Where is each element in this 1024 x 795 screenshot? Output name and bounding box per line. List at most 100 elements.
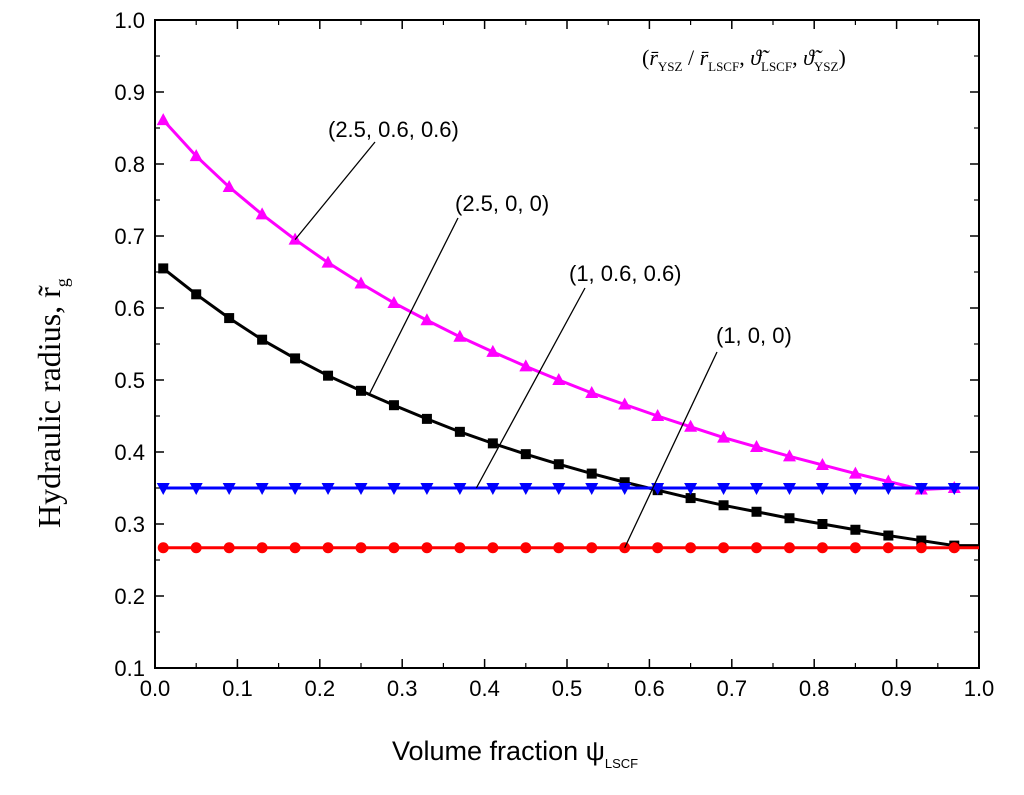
x-axis-label-sub: LSCF [605, 756, 638, 771]
data-point [190, 542, 202, 554]
data-point [751, 506, 762, 517]
data-point [323, 370, 334, 381]
data-point [718, 500, 729, 511]
data-point [618, 397, 632, 410]
data-point [191, 289, 202, 300]
series-1 [158, 263, 979, 551]
data-point [519, 359, 533, 372]
series-line [162, 119, 979, 491]
x-tick-labels: 0.0 0.1 0.2 0.3 0.4 0.5 0.6 0.7 0.8 0.9 1.0 [140, 676, 995, 701]
data-point [158, 263, 169, 274]
annotation-leaders [294, 141, 718, 549]
data-point [651, 409, 665, 421]
data-point [882, 542, 894, 554]
data-point [387, 483, 401, 495]
data-point [914, 483, 928, 495]
legend-r-lscf: r̄ [700, 45, 710, 70]
data-point [586, 542, 598, 554]
data-point [751, 542, 763, 554]
data-point [454, 426, 465, 437]
data-point [815, 457, 829, 470]
legend-sub: LSCF [761, 59, 792, 74]
annotation-leader [624, 351, 718, 549]
data-point [685, 493, 696, 504]
data-point [223, 542, 235, 554]
data-point [750, 439, 764, 452]
data-point [519, 483, 533, 495]
data-point [487, 542, 499, 554]
data-point [947, 483, 961, 495]
data-point [486, 483, 500, 495]
y-tick-label: 0.6 [114, 296, 145, 321]
x-tick-label: 0.2 [305, 676, 336, 701]
data-point [454, 542, 466, 554]
data-point [289, 542, 301, 554]
x-tick-label: 0.1 [222, 676, 253, 701]
data-point [222, 483, 236, 495]
data-point [156, 483, 170, 495]
series-layer [156, 113, 979, 554]
data-point [388, 542, 400, 554]
y-tick-label: 0.4 [114, 440, 145, 465]
legend-sub: YSZ [658, 59, 683, 74]
annotation-label: (2.5, 0, 0) [455, 191, 549, 216]
data-point [387, 295, 401, 308]
data-point [717, 483, 731, 495]
legend-sub: YSZ [814, 59, 839, 74]
series-2 [156, 483, 979, 495]
legend-slash: / [682, 45, 699, 70]
data-point [850, 524, 861, 535]
legend-r-ysz: r̄ [649, 45, 659, 70]
series-3 [157, 542, 979, 554]
y-tick-label: 1.0 [114, 8, 145, 33]
data-point [817, 519, 828, 529]
data-point [354, 483, 368, 495]
x-tick-label: 1.0 [964, 676, 995, 701]
data-point [552, 483, 566, 495]
data-point [948, 542, 960, 554]
legend-sep: , [792, 45, 803, 70]
annotation-label: (1, 0, 0) [716, 323, 792, 348]
x-tick-label: 0.3 [387, 676, 418, 701]
data-point [388, 400, 399, 411]
y-tick-label: 0.2 [114, 584, 145, 609]
data-point [156, 113, 170, 126]
data-point [553, 459, 564, 470]
data-point [553, 542, 565, 554]
legend-close: ) [838, 45, 845, 70]
annotation-leader [475, 287, 586, 489]
data-point [848, 466, 862, 479]
data-point [619, 477, 630, 488]
x-tick-label: 0.9 [881, 676, 912, 701]
data-point [718, 542, 730, 554]
data-point [915, 542, 927, 554]
data-point [256, 542, 268, 554]
legend-title: (r̄YSZ / r̄LSCF, ϑ̃LSCF, ϑ̃YSZ) [642, 45, 846, 74]
x-tick-label: 0.5 [552, 676, 583, 701]
data-point [520, 449, 531, 460]
data-point [848, 483, 862, 495]
y-tick-label: 0.1 [114, 656, 145, 681]
data-point [816, 542, 828, 554]
data-point [321, 255, 335, 268]
plot-frame [154, 19, 980, 669]
annotation-leader [368, 217, 459, 395]
data-point [189, 149, 203, 162]
data-point [420, 313, 434, 326]
y-axis-label-sub: g [52, 278, 72, 287]
data-point [255, 483, 269, 495]
data-point [717, 430, 731, 443]
data-point [157, 542, 169, 554]
data-point [487, 438, 498, 449]
data-point [290, 353, 301, 364]
data-point [453, 483, 467, 495]
data-point [881, 483, 895, 495]
y-tick-label: 0.3 [114, 512, 145, 537]
data-point [420, 483, 434, 495]
data-point [815, 483, 829, 495]
legend-open: ( [642, 45, 649, 70]
y-axis-label-text: Hydraulic radius, r̃ [31, 285, 67, 528]
data-point [684, 419, 698, 432]
annotation-label: (1, 0.6, 0.6) [569, 261, 682, 286]
